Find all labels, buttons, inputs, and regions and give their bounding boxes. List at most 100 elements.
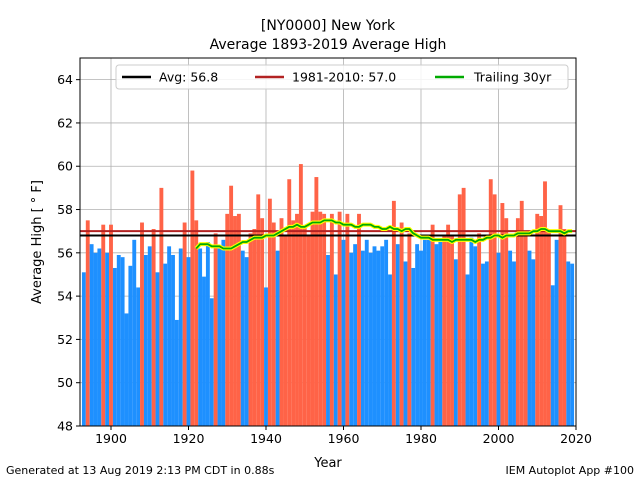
bar-1979 — [415, 244, 420, 426]
bar-1995 — [477, 233, 482, 426]
bar-1927 — [213, 233, 218, 426]
bar-1929 — [221, 239, 226, 426]
bar-2014 — [550, 285, 555, 426]
y-tick-label: 64 — [57, 72, 73, 87]
x-tick-label: 1920 — [173, 431, 205, 446]
bar-2016 — [558, 205, 563, 426]
bar-1914 — [163, 263, 168, 426]
plot-frame — [79, 57, 577, 427]
bar-1987 — [446, 224, 451, 426]
y-tick-label: 62 — [57, 115, 73, 130]
bar-1998 — [488, 179, 493, 426]
bar-1942 — [271, 222, 276, 426]
trailing-30yr-line — [195, 219, 573, 250]
bar-1918 — [178, 248, 183, 426]
bar-1947 — [291, 220, 296, 426]
x-tick-label: 1960 — [328, 431, 360, 446]
bar-1930 — [225, 213, 230, 426]
bar-1986 — [442, 235, 447, 426]
bar-2013 — [546, 231, 551, 426]
x-tick-label: 1980 — [405, 431, 437, 446]
bar-1988 — [450, 235, 454, 426]
bar-1932 — [233, 216, 237, 426]
bar-1955 — [322, 213, 327, 426]
bar-1919 — [182, 222, 187, 426]
bar-1981 — [422, 239, 427, 426]
bar-2003 — [508, 250, 513, 426]
bar-1939 — [260, 218, 265, 426]
bar-1983 — [430, 224, 435, 426]
bar-1948 — [295, 213, 299, 426]
bar-1936 — [248, 233, 253, 426]
bar-1901 — [112, 267, 117, 426]
bar-1958 — [333, 274, 338, 426]
bar-2001 — [500, 203, 505, 426]
bar-1950 — [302, 226, 307, 426]
bar-1904 — [124, 313, 129, 426]
reference-lines — [80, 218, 576, 251]
bar-1935 — [244, 257, 249, 426]
bar-1961 — [345, 213, 350, 426]
bar-1910 — [147, 246, 152, 426]
legend-label-trailing: Trailing 30yr — [473, 70, 552, 85]
bar-2012 — [543, 181, 547, 426]
y-tick-label: 54 — [57, 289, 73, 304]
bar-1992 — [465, 274, 470, 426]
bar-1937 — [252, 229, 257, 426]
bar-1903 — [120, 257, 125, 426]
bar-1934 — [240, 250, 245, 426]
bar-1966 — [364, 239, 369, 426]
bar-1957 — [329, 213, 334, 426]
bar-1899 — [105, 252, 110, 426]
bar-2011 — [539, 216, 544, 426]
bar-1985 — [438, 242, 443, 426]
y-tick-label: 52 — [57, 332, 73, 347]
bar-1898 — [101, 224, 106, 426]
bar-1989 — [453, 259, 458, 426]
legend: Avg: 56.8 1981-2010: 57.0 Trailing 30yr — [115, 64, 569, 90]
bar-1997 — [484, 261, 489, 426]
bar-1925 — [205, 242, 210, 426]
bar-1976 — [403, 261, 408, 426]
bar-1908 — [140, 222, 144, 426]
bar-1926 — [209, 298, 214, 426]
bar-1959 — [337, 211, 342, 426]
y-tick-label: 60 — [57, 159, 73, 174]
bar-1944 — [279, 218, 284, 426]
bar-1931 — [229, 185, 234, 426]
bar-1897 — [97, 248, 102, 426]
chart-title-line2: Average 1893-2019 Average High — [210, 37, 447, 53]
bar-2005 — [515, 218, 520, 426]
bar-1893 — [81, 272, 86, 426]
bar-1928 — [217, 248, 222, 426]
bar-1915 — [167, 246, 172, 426]
x-tick-label: 1900 — [95, 431, 127, 446]
bar-1980 — [419, 250, 423, 426]
bar-1905 — [128, 265, 133, 426]
bar-2018 — [566, 261, 571, 426]
chart-title-line1: [NY0000] New York — [261, 18, 396, 34]
bar-1977 — [407, 233, 412, 426]
bar-2002 — [504, 218, 509, 426]
bar-1953 — [314, 177, 319, 426]
bar-1972 — [388, 274, 392, 426]
plot-area: 1900 1920 1940 1960 1980 2000 2020 48 50 52 54 56 58… — [57, 57, 592, 446]
bar-1974 — [395, 244, 400, 426]
bar-1922 — [194, 220, 199, 426]
bar-2009 — [531, 259, 536, 426]
bar-1909 — [143, 254, 148, 426]
bar-2015 — [554, 239, 559, 426]
bar-2004 — [512, 261, 516, 426]
bar-1954 — [318, 211, 323, 426]
bar-1943 — [275, 250, 280, 426]
legend-label-avg: Avg: 56.8 — [159, 70, 218, 85]
bar-1956 — [326, 254, 330, 426]
y-tick-label: 50 — [57, 375, 73, 390]
bar-1952 — [310, 211, 315, 426]
bar-1971 — [384, 239, 389, 426]
bar-1902 — [116, 254, 121, 426]
bar-1938 — [256, 194, 261, 426]
bar-1960 — [341, 239, 346, 426]
bar-1994 — [473, 246, 478, 426]
